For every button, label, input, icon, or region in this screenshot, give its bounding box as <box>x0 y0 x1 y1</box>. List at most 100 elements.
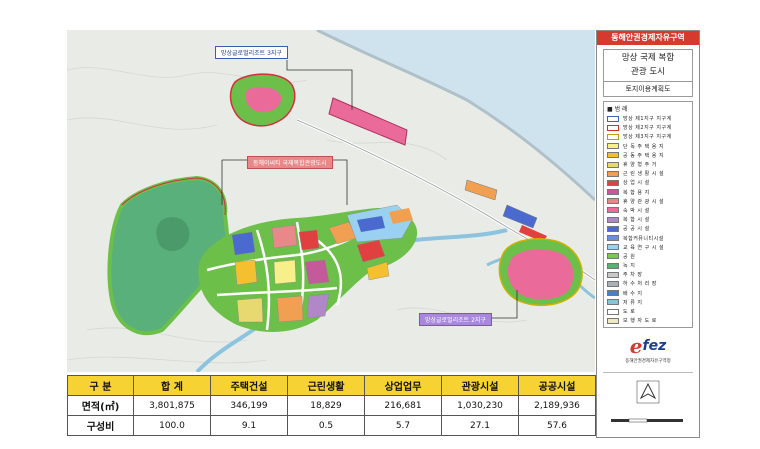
legend-item: 녹 지 <box>607 261 689 270</box>
legend-label: 상 업 시 설 <box>623 180 650 187</box>
callout-resort3: 망상글로벌리조트 3지구 <box>215 46 288 59</box>
legend-swatch <box>607 299 619 306</box>
legend-label: 녹 지 <box>623 263 636 270</box>
district3-resort <box>245 87 282 113</box>
sea <box>317 30 595 200</box>
parcel-mixed <box>304 259 330 285</box>
legend-label: 주 차 장 <box>623 272 643 279</box>
coastal-block-3 <box>519 225 547 242</box>
table-cell: 57.6 <box>518 415 596 436</box>
fez-logo: e fez 동해안권경제자유구역청 <box>603 334 693 364</box>
table-cell: 5.7 <box>364 415 442 436</box>
parcel-resort-house <box>236 297 264 323</box>
legend-swatch <box>607 244 619 251</box>
legend-item: 망상 제2지구 지구계 <box>607 123 689 132</box>
plan-name-line2: 관광 도시 <box>631 67 665 77</box>
legend-swatch <box>607 143 619 150</box>
parcel-complex <box>306 293 330 319</box>
table-cell: 346,199 <box>210 395 288 416</box>
legend-item: 상 업 시 설 <box>607 178 689 187</box>
legend-swatch <box>607 290 619 297</box>
legend-swatch <box>607 133 619 140</box>
parcel-apartment-2 <box>366 261 390 281</box>
neighborhood-block <box>389 208 413 224</box>
legend-item: 복 합 시 설 <box>607 215 689 224</box>
legend-item: 복 합 용 지 <box>607 188 689 197</box>
district1-boundary <box>121 177 226 216</box>
legend-label: 공 공 시 설 <box>623 226 650 233</box>
callout-resort2: 망상글로벌리조트 2지구 <box>419 313 492 326</box>
legend-swatch <box>607 207 619 214</box>
legend-swatch <box>607 161 619 168</box>
legend: ■ 범 례 망상 제1지구 지구계 망상 제2지구 지구계 망상 제3지구 지구계 단… <box>603 101 693 329</box>
fez-logo-mark: e fez <box>603 334 693 358</box>
table-cell: 1,030,230 <box>441 395 519 416</box>
legend-swatch <box>607 235 619 242</box>
table-header: 구 분 <box>67 375 134 396</box>
legend-item: 보 행 자 도 로 <box>607 316 689 325</box>
table-cell: 0.5 <box>287 415 365 436</box>
legend-swatch <box>607 179 619 186</box>
legend-swatch <box>607 308 619 315</box>
legend-swatch <box>607 216 619 223</box>
legend-item: 주 차 장 <box>607 270 689 279</box>
legend-label: 휴 양 관 광 시 설 <box>623 198 665 205</box>
legend-swatch <box>607 262 619 269</box>
map-canvas <box>67 30 595 372</box>
legend-swatch <box>607 271 619 278</box>
legend-label: 복 합 용 지 <box>623 189 650 196</box>
row-label: 구성비 <box>67 415 134 436</box>
table-cell: 216,681 <box>364 395 442 416</box>
table-cell: 9.1 <box>210 415 288 436</box>
legend-label: 도 로 <box>623 309 636 316</box>
legend-item: 단 독 주 택 용 지 <box>607 142 689 151</box>
legend-item: 저 류 지 <box>607 298 689 307</box>
legend-label: 배 수 지 <box>623 290 643 297</box>
parcel-commercial <box>298 229 320 251</box>
legend-swatch <box>607 152 619 159</box>
logo-subtext: 동해안권경제자유구역청 <box>625 359 671 365</box>
north-arrow-icon <box>603 372 693 413</box>
legend-swatch <box>607 225 619 232</box>
callout-city: 동해이씨티 국제복합관광도시 <box>247 156 333 169</box>
legend-label: 공 원 <box>623 253 636 260</box>
legend-label: 복 합 시 설 <box>623 217 650 224</box>
legend-item: 교 육 연 구 시 설 <box>607 243 689 252</box>
legend-swatch <box>607 253 619 260</box>
land-use-map[interactable]: 망상글로벌리조트 3지구 동해이씨티 국제복합관광도시 망상글로벌리조트 2지구 <box>67 30 595 372</box>
district2-resort <box>507 249 574 300</box>
parcel-public <box>231 231 256 256</box>
coastal-block-2 <box>502 204 538 229</box>
legend-item: 망상 제1지구 지구계 <box>607 114 689 123</box>
scale-bar-icon <box>603 413 693 425</box>
row-label: 면적(㎡) <box>67 395 134 416</box>
legend-item: 하 수 처 리 장 <box>607 279 689 288</box>
legend-item: 복합커뮤니티시설 <box>607 233 689 242</box>
legend-label: 망상 제2지구 지구계 <box>623 125 672 132</box>
table-cell: 3,801,875 <box>133 395 211 416</box>
forest-inner <box>156 217 190 252</box>
legend-item: 망상 제3지구 지구계 <box>607 132 689 141</box>
table-cell: 100.0 <box>133 415 211 436</box>
legend-item: 휴 양 형 주 거 <box>607 160 689 169</box>
legend-label: 숙 박 시 설 <box>623 207 650 214</box>
leader-resort2 <box>487 290 518 319</box>
legend-label: 공 동 주 택 용 지 <box>623 152 665 159</box>
table-cell: 2,189,936 <box>518 395 596 416</box>
table-cell: 18,829 <box>287 395 365 416</box>
table-header: 상업업무 <box>364 375 442 396</box>
legend-label: 복합커뮤니티시설 <box>623 235 664 242</box>
coastline <box>316 30 595 202</box>
logo-text: fez <box>642 338 667 355</box>
legend-panel: 동해안권경제자유구역 망상 국제 복합 관광 도시 토지이용계획도 ■ 범 례 … <box>596 30 700 438</box>
legend-swatch <box>607 115 619 122</box>
legend-item: 도 로 <box>607 307 689 316</box>
legend-label: 망상 제3지구 지구계 <box>623 134 672 141</box>
legend-swatch <box>607 189 619 196</box>
parcel-house <box>273 259 297 285</box>
parcel-commercial-2 <box>356 239 386 263</box>
legend-swatch <box>607 317 619 324</box>
plan-name-box: 망상 국제 복합 관광 도시 토지이용계획도 <box>603 49 693 97</box>
table-cell: 27.1 <box>441 415 519 436</box>
